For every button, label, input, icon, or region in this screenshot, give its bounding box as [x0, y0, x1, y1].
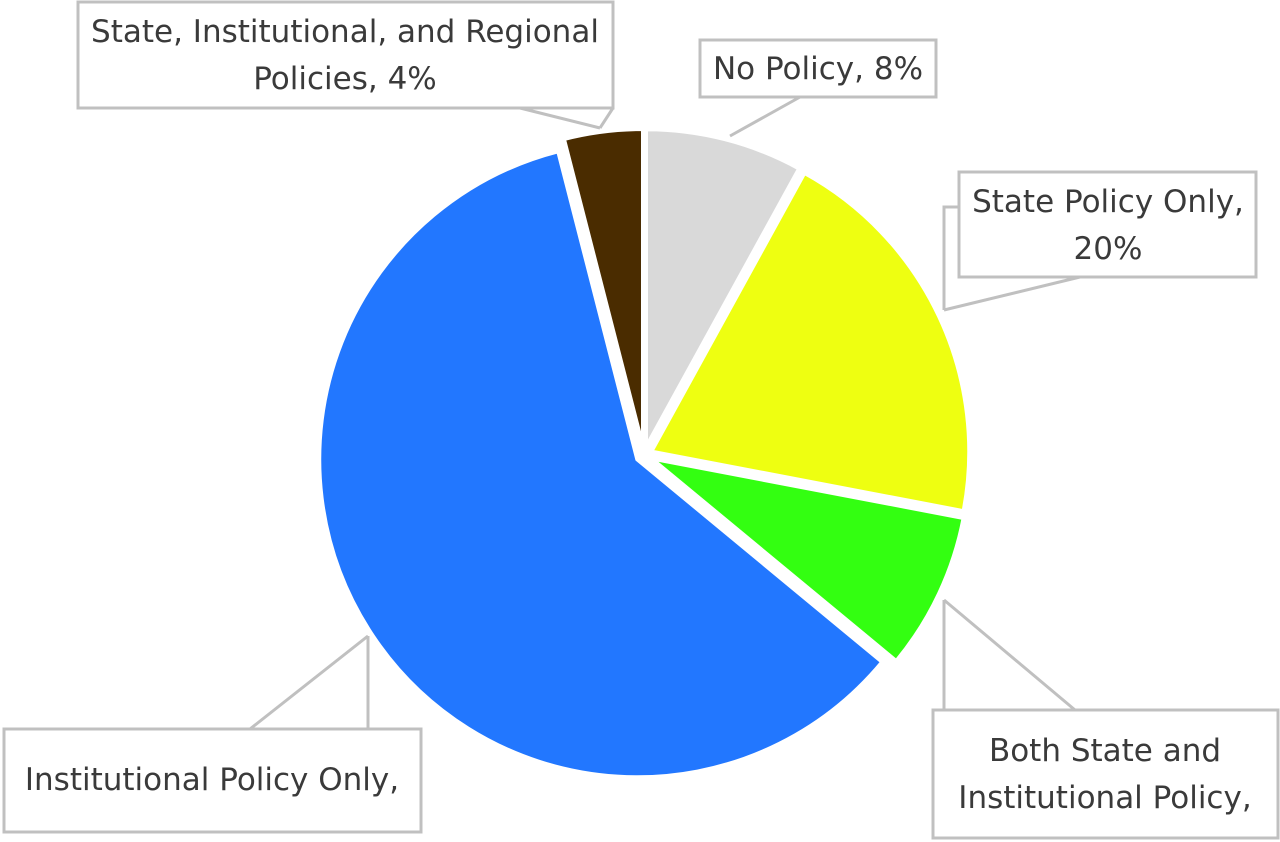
data-label-both-state-and-institutional-policy: Both State and Institutional Policy, — [931, 598, 1280, 840]
leader-line — [943, 275, 1081, 312]
callout-box — [2, 727, 423, 834]
data-label-text: No Policy, 8% — [713, 51, 923, 87]
pie-slice-no-policy — [643, 127, 802, 449]
data-label-text: Institutional Policy, — [958, 780, 1251, 816]
callout-box — [957, 170, 1258, 279]
pie-slice-institutional-policy-only — [317, 148, 886, 780]
leader-line — [598, 107, 615, 129]
data-label-text: 20% — [1074, 231, 1143, 267]
pie-slice-both-state-and-institutional-policy — [649, 456, 966, 664]
data-label-text: Policies, 4% — [253, 61, 437, 97]
data-label-state-policy-only: State Policy Only, 20% — [942, 170, 1258, 312]
data-label-text: Both State and — [989, 733, 1221, 769]
data-label-text: State, Institutional, and Regional — [91, 14, 599, 50]
callout-box — [931, 708, 1280, 840]
data-label-text: State Policy Only, — [972, 184, 1244, 220]
callout-box — [698, 38, 938, 99]
leader-line — [942, 600, 990, 712]
leader-line — [943, 598, 1076, 712]
leader-line — [519, 106, 601, 130]
leader-line — [942, 205, 959, 310]
pie-slice-state-policy-only — [648, 170, 972, 514]
leader-line — [249, 634, 369, 731]
leader-line — [352, 636, 370, 731]
data-label-state-institutional-and-regional-policies: State, Institutional, and Regional Polici… — [76, 0, 615, 130]
data-label-no-policy: No Policy, 8% — [698, 38, 938, 138]
pie-slice-state-institutional-and-regional-policies — [561, 127, 645, 448]
callout-box — [76, 0, 615, 110]
leader-line — [729, 95, 801, 138]
data-label-institutional-policy-only: Institutional Policy Only, — [2, 634, 423, 834]
data-label-text: Institutional Policy Only, — [25, 762, 399, 798]
